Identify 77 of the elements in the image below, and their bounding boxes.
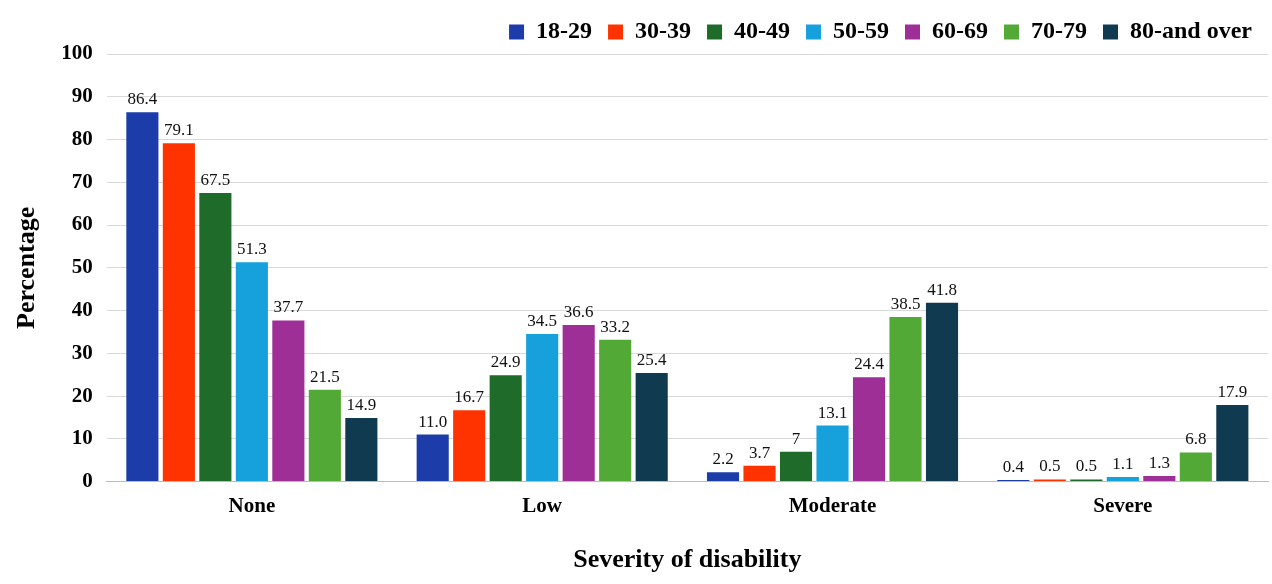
x-axis-title: Severity of disability [573,544,802,574]
data-label: 41.8 [927,279,957,299]
data-label: 0.5 [1075,456,1097,476]
data-label: 6.8 [1185,429,1207,449]
data-label: 14.9 [346,394,377,414]
bar [272,320,305,482]
bar [1106,476,1139,482]
bar [816,425,849,482]
data-label: 1.3 [1148,453,1170,473]
data-label: 79.1 [163,120,194,140]
y-tick-label: 20 [71,382,93,407]
data-label: 25.4 [636,349,668,369]
y-tick-label: 60 [71,211,93,236]
data-label: 11.0 [418,411,448,431]
y-tick-label: 30 [71,339,93,364]
y-axis-title: Percentage [11,206,41,329]
data-label: 17.9 [1217,382,1248,402]
data-label: 36.6 [563,302,594,322]
y-tick-label: 50 [71,254,93,279]
data-label: 3.7 [748,442,771,462]
legend-label: 40-49 [734,17,791,44]
bar [1179,452,1212,482]
legend-label: 50-59 [833,17,890,44]
bar [453,410,486,482]
x-tick-label: None [228,492,276,517]
bar [925,302,959,482]
data-label: 33.2 [600,316,631,336]
legend-label: 60-69 [932,17,989,44]
data-label: 34.5 [527,311,558,331]
data-label: 0.5 [1039,456,1061,476]
y-tick-label: 100 [61,40,93,65]
bar [599,339,632,482]
bar [126,112,159,482]
x-tick-label: Low [522,492,563,517]
data-label: 2.2 [712,449,734,469]
y-tick-label: 40 [71,296,93,321]
bar [562,325,595,482]
legend-label: 18-29 [536,17,593,44]
data-label: 13.1 [817,402,848,422]
legend-label: 70-79 [1031,17,1088,44]
data-label: 51.3 [236,239,267,259]
bar [199,192,232,482]
bar [779,451,813,482]
data-label: 86.4 [127,89,158,109]
data-label: 7 [791,428,801,448]
data-label: 37.7 [273,297,304,317]
bar [852,377,886,482]
bar [162,143,195,482]
bar [635,372,668,482]
x-tick-label: Severe [1093,492,1153,517]
data-label: 0.4 [1002,456,1025,476]
bar [345,417,378,482]
legend-label: 30-39 [635,17,692,44]
x-tick-label: Moderate [788,492,877,517]
data-label: 24.9 [490,352,521,372]
bar [706,472,740,482]
legend-label: 80-and over [1130,17,1253,44]
y-tick-label: 10 [71,425,93,450]
bar [743,465,776,482]
y-tick-label: 80 [71,125,93,150]
bar [526,334,559,482]
bar [1143,476,1176,482]
y-tick-label: 0 [82,468,93,493]
data-label: 16.7 [454,387,485,407]
data-label: 67.5 [200,169,231,189]
y-tick-label: 90 [71,83,93,108]
bar [889,316,922,482]
data-label: 38.5 [890,293,921,313]
data-label: 21.5 [309,366,340,386]
bar [489,375,522,482]
bar [235,262,268,482]
y-tick-label: 70 [71,168,93,193]
bar [416,434,449,482]
bar [1216,405,1249,482]
data-label: 1.1 [1112,453,1134,473]
bar [308,389,341,482]
data-label: 24.4 [854,354,885,374]
